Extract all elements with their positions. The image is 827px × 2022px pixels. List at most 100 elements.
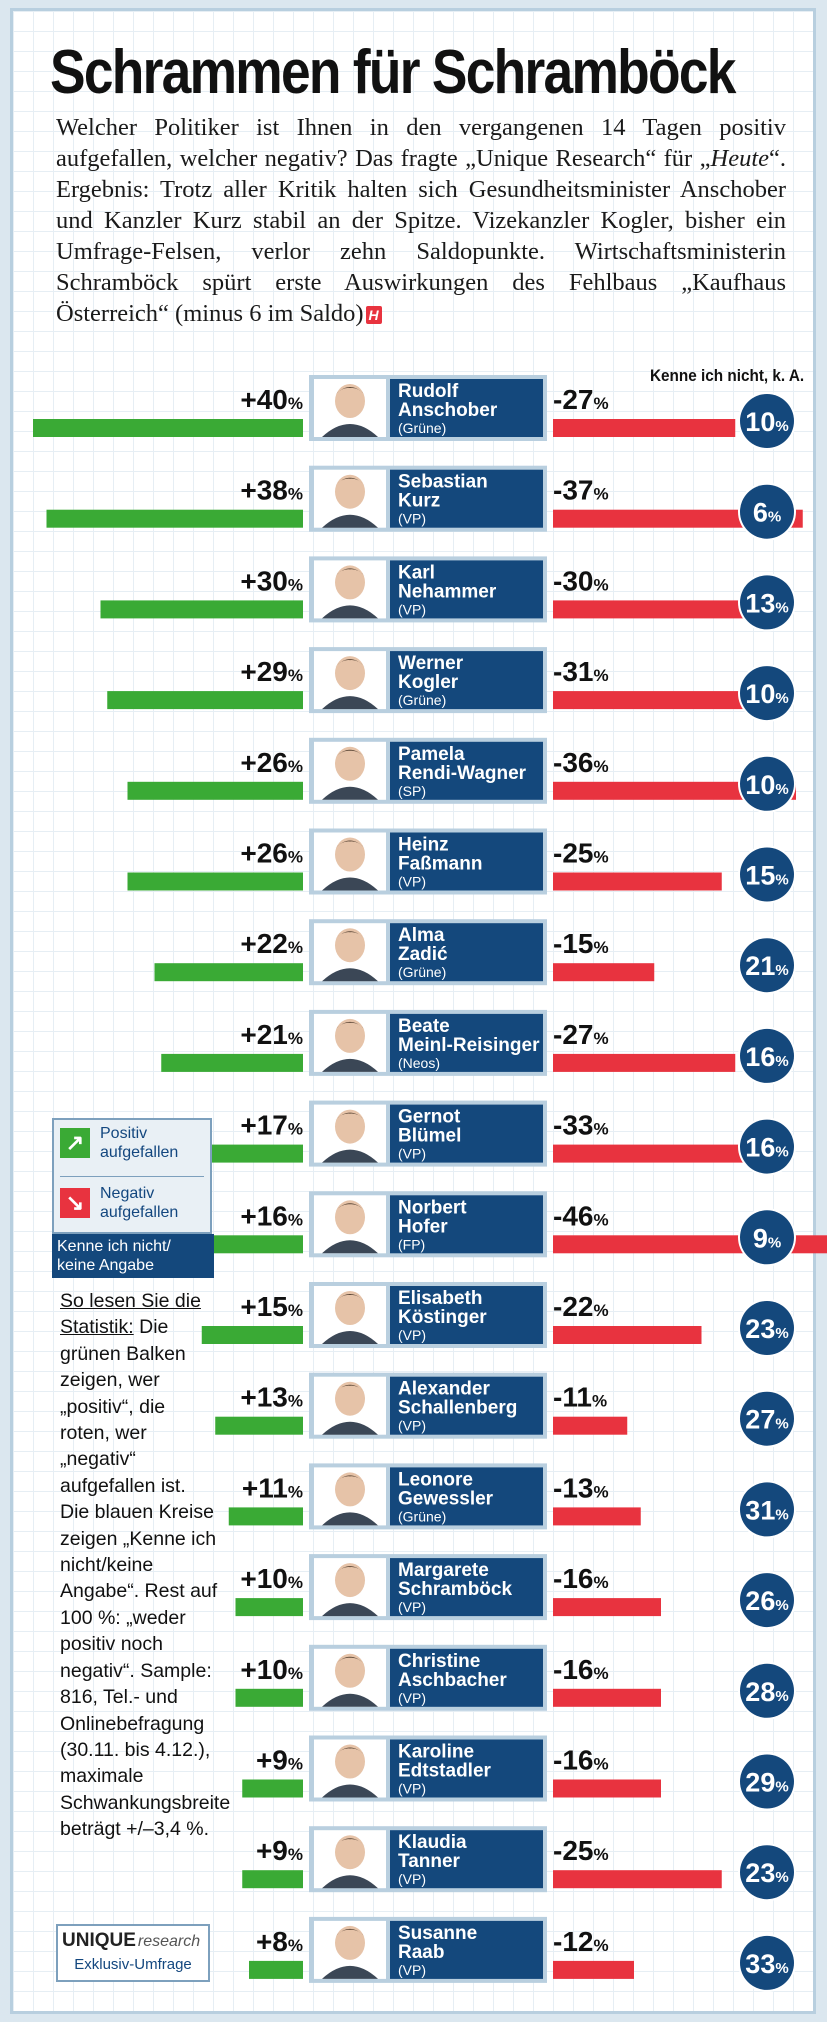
- politician-first-name: Pamela: [398, 744, 465, 765]
- name-card: [390, 469, 543, 528]
- portrait-shoulders: [322, 1875, 378, 1889]
- positive-bar: [107, 691, 303, 710]
- politician-first-name: Leonore: [398, 1469, 473, 1490]
- positive-bar: [215, 1416, 303, 1435]
- name-card: [390, 1013, 543, 1072]
- legend-positive-label: Positiv aufgefallen: [100, 1125, 179, 1161]
- kenne-circle: [740, 938, 794, 993]
- negative-value-label: -12%: [553, 1926, 609, 1957]
- intro-part-2: “. Ergebnis: Trotz aller Kritik halten s…: [56, 145, 786, 327]
- intro-part-1: Welcher Politiker ist Ihnen in den verga…: [56, 114, 786, 172]
- portrait-shoulders: [322, 1965, 378, 1979]
- name-card: [390, 923, 543, 982]
- portrait-face: [335, 1744, 365, 1779]
- politician-party: (Grüne): [398, 964, 446, 980]
- name-card: [390, 560, 543, 619]
- negative-bar: [553, 419, 736, 437]
- intro-italic: Heute: [710, 145, 770, 172]
- kenne-circle: [740, 575, 794, 630]
- politician-first-name: Heinz: [398, 835, 449, 856]
- logo-brand: UNIQUE research: [62, 1930, 200, 1952]
- politician-first-name: Alexander: [398, 1379, 490, 1400]
- politician-party: (VP): [398, 1418, 426, 1434]
- portrait-hair: [335, 1838, 365, 1847]
- name-card: [390, 379, 543, 437]
- kenne-circle: [740, 847, 794, 902]
- politician-party: (Neos): [398, 1055, 440, 1071]
- arrow-up-right-icon: ↗: [60, 1128, 90, 1158]
- positive-value-label: +8%: [256, 1926, 303, 1957]
- politician-party: (VP): [398, 874, 426, 890]
- portrait-shoulders: [322, 1331, 378, 1344]
- positive-value-label: +9%: [256, 1835, 303, 1866]
- negative-value-label: -36%: [553, 747, 609, 778]
- kenne-circle: [740, 1845, 794, 1900]
- positive-bar: [235, 1688, 303, 1707]
- portrait-shoulders: [322, 1149, 378, 1163]
- kenne-value-label: 23%: [745, 1314, 788, 1344]
- politician-party: (VP): [398, 1599, 426, 1615]
- positive-bar: [249, 1960, 303, 1979]
- politician-last-name: Zadić: [398, 944, 448, 965]
- name-card: [390, 1104, 543, 1163]
- negative-bar: [553, 872, 722, 891]
- name-card: [390, 1739, 543, 1798]
- positive-bar: [100, 600, 303, 619]
- positive-bar: [154, 963, 303, 982]
- logo-subtitle: Exklusiv-Umfrage: [74, 1956, 192, 1973]
- portrait-hair: [335, 387, 365, 395]
- politician-last-name: Hofer: [398, 1216, 448, 1237]
- negative-value-label: -46%: [553, 1200, 609, 1231]
- politician-party: (VP): [398, 601, 426, 617]
- negative-bar: [553, 1960, 634, 1979]
- portrait-face: [335, 928, 365, 963]
- politician-first-name: Karl: [398, 562, 435, 583]
- legend: ↗ Positiv aufgefallen ↘ Negativ aufgefal…: [52, 1118, 212, 1234]
- reading-guide-text: Die grünen Balken zeigen, wer „positiv“,…: [60, 1316, 231, 1841]
- negative-bar: [553, 1598, 661, 1617]
- negative-value-label: -16%: [553, 1563, 609, 1594]
- name-card: [390, 1920, 543, 1979]
- politician-party: (VP): [398, 1781, 426, 1797]
- kenne-value-label: 26%: [745, 1586, 788, 1616]
- negative-value-label: -16%: [553, 1745, 609, 1776]
- kenne-value-label: 6%: [753, 498, 781, 528]
- portrait-face: [335, 1835, 365, 1870]
- negative-value-label: -27%: [553, 384, 609, 415]
- politician-first-name: Margarete: [398, 1560, 489, 1581]
- positive-bar: [228, 1507, 303, 1526]
- kenne-value-label: 23%: [745, 1858, 788, 1888]
- portrait-face: [335, 565, 365, 600]
- kenne-value-label: 31%: [745, 1495, 788, 1525]
- politician-first-name: Christine: [398, 1651, 480, 1672]
- portrait-face: [335, 1200, 365, 1235]
- negative-value-label: -31%: [553, 656, 609, 687]
- positive-value-label: +17%: [240, 1110, 303, 1141]
- negative-value-label: -25%: [553, 1835, 609, 1866]
- arrow-down-right-icon: ↘: [60, 1188, 90, 1218]
- portrait-face: [335, 1109, 365, 1144]
- unique-research-logo: UNIQUE research Exklusiv-Umfrage: [56, 1924, 210, 1982]
- portrait-shoulders: [322, 1240, 378, 1254]
- negative-bar: [553, 1870, 722, 1889]
- politician-party: (VP): [398, 1690, 426, 1706]
- kenne-value-label: 27%: [745, 1405, 788, 1435]
- portrait-shoulders: [322, 786, 378, 800]
- portrait-shoulders: [322, 1784, 378, 1798]
- name-card: [390, 1648, 543, 1707]
- positive-bar: [195, 1235, 303, 1254]
- politician-last-name: Schramböck: [398, 1579, 512, 1600]
- negative-bar: [553, 1053, 736, 1072]
- positive-bar: [188, 1144, 303, 1163]
- kenne-circle: [740, 1391, 794, 1446]
- politician-party: (VP): [398, 1871, 426, 1887]
- name-card: [390, 1195, 543, 1254]
- politician-party: (Grüne): [398, 692, 446, 708]
- legend-kenne: Kenne ich nicht/ keine Angabe: [52, 1234, 214, 1278]
- legend-positive: ↗ Positiv aufgefallen: [60, 1120, 208, 1168]
- negative-bar: [553, 691, 763, 710]
- positive-bar: [33, 419, 303, 437]
